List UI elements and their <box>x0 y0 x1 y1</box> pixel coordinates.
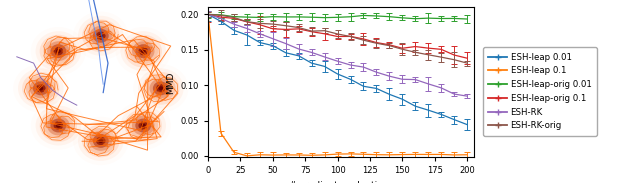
Circle shape <box>78 121 124 161</box>
Circle shape <box>38 86 44 90</box>
Circle shape <box>44 38 73 64</box>
Circle shape <box>141 123 146 128</box>
Circle shape <box>78 16 124 56</box>
Circle shape <box>96 137 106 145</box>
Circle shape <box>56 49 61 53</box>
Circle shape <box>120 106 166 145</box>
Circle shape <box>153 81 169 95</box>
Circle shape <box>135 119 151 132</box>
Circle shape <box>18 68 63 108</box>
Circle shape <box>51 44 67 58</box>
Circle shape <box>47 116 70 135</box>
Circle shape <box>129 38 158 64</box>
Circle shape <box>54 47 63 55</box>
Circle shape <box>141 49 146 53</box>
Circle shape <box>138 121 148 130</box>
Circle shape <box>86 23 116 49</box>
Circle shape <box>96 31 106 40</box>
Circle shape <box>86 128 116 154</box>
Circle shape <box>138 68 184 108</box>
Circle shape <box>90 131 112 151</box>
Circle shape <box>99 34 103 38</box>
Circle shape <box>26 75 56 101</box>
Circle shape <box>73 117 129 165</box>
Circle shape <box>133 64 188 113</box>
Circle shape <box>116 101 171 150</box>
Circle shape <box>90 26 112 46</box>
Circle shape <box>146 75 175 101</box>
Circle shape <box>31 101 86 150</box>
Circle shape <box>93 29 109 43</box>
Circle shape <box>150 79 172 98</box>
Circle shape <box>13 64 68 113</box>
Circle shape <box>82 19 120 52</box>
Circle shape <box>129 113 158 139</box>
Circle shape <box>132 41 154 61</box>
Circle shape <box>158 86 163 90</box>
Circle shape <box>156 84 166 93</box>
Circle shape <box>36 84 45 93</box>
Circle shape <box>22 72 60 105</box>
Circle shape <box>116 27 171 75</box>
Circle shape <box>120 31 166 71</box>
Circle shape <box>36 31 81 71</box>
Circle shape <box>125 109 162 142</box>
Legend: ESH-leap 0.01, ESH-leap 0.1, ESH-leap-orig 0.01, ESH-leap-orig 0.1, ESH-RK, ESH-: ESH-leap 0.01, ESH-leap 0.1, ESH-leap-or… <box>483 48 596 135</box>
Y-axis label: MMD: MMD <box>166 71 175 94</box>
Circle shape <box>132 116 154 135</box>
Circle shape <box>135 44 151 58</box>
Circle shape <box>36 106 81 145</box>
Circle shape <box>93 134 109 148</box>
Circle shape <box>51 119 67 132</box>
Circle shape <box>40 109 77 142</box>
Circle shape <box>99 139 103 143</box>
X-axis label: # gradient evaluations: # gradient evaluations <box>289 181 393 183</box>
Circle shape <box>44 113 73 139</box>
Circle shape <box>138 47 148 55</box>
Circle shape <box>54 121 63 130</box>
Circle shape <box>40 35 77 68</box>
Circle shape <box>33 81 49 95</box>
Circle shape <box>142 72 179 105</box>
Circle shape <box>82 124 120 157</box>
Circle shape <box>29 79 52 98</box>
Circle shape <box>47 41 70 61</box>
Circle shape <box>73 12 129 60</box>
Circle shape <box>31 27 86 75</box>
Circle shape <box>125 35 162 68</box>
Circle shape <box>56 123 61 128</box>
